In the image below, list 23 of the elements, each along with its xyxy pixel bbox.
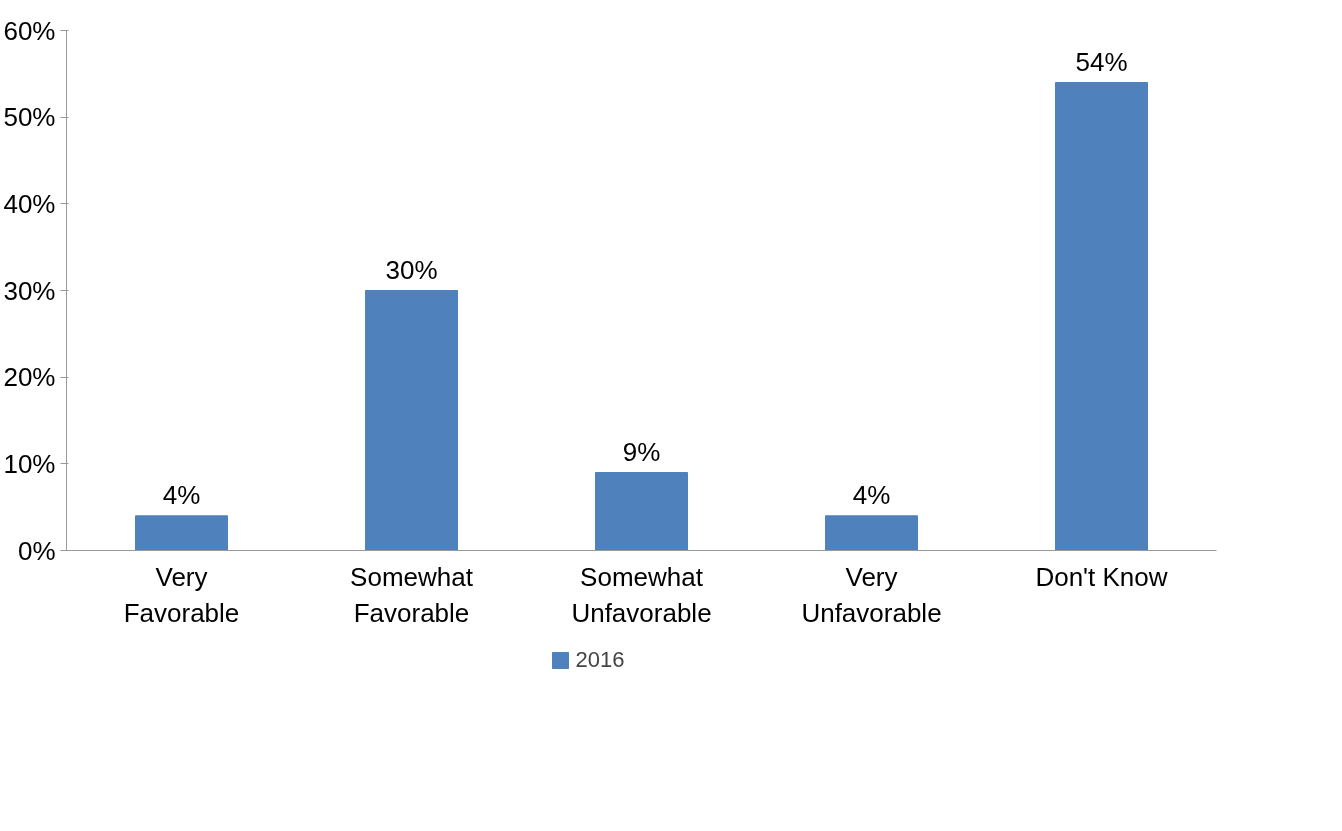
y-tick-label: 20% (3, 362, 56, 393)
x-tick-label: Very Unfavorable (801, 561, 942, 628)
x-tick-label: Don't Know (1035, 561, 1168, 592)
data-label: 4% (162, 479, 201, 510)
y-tick-label: 0% (17, 535, 56, 566)
bar (365, 290, 458, 551)
y-tick-label: 10% (3, 448, 56, 479)
x-tick-label: Somewhat Unfavorable (571, 561, 712, 628)
data-label: 54% (1075, 46, 1128, 77)
y-tick-label: 40% (3, 188, 56, 219)
y-tick-label: 50% (3, 102, 56, 133)
data-label: 30% (385, 254, 438, 285)
legend-label: 2016 (575, 647, 625, 673)
data-label: 9% (622, 436, 661, 467)
data-label: 4% (852, 479, 891, 510)
x-tick-label: Very Favorable (123, 561, 240, 628)
bar (135, 515, 228, 551)
bar (595, 472, 688, 551)
bar (1055, 82, 1148, 551)
y-tick-label: 30% (3, 275, 56, 306)
y-tick-label: 60% (3, 15, 56, 46)
bar (825, 515, 918, 551)
x-tick-label: Somewhat Favorable (350, 561, 474, 628)
